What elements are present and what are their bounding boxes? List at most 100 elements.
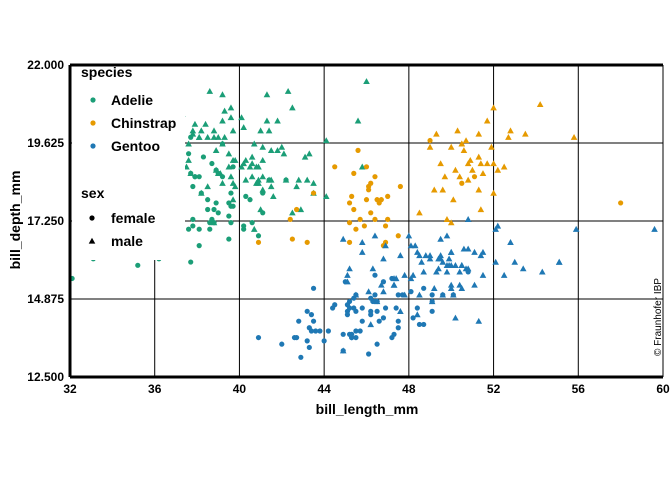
adelie-male-point: [214, 133, 222, 140]
gentoo-male-point: [464, 216, 472, 222]
gentoo-male-point: [464, 245, 472, 252]
gentoo-female-point: [414, 305, 420, 311]
gentoo-male-point: [430, 285, 438, 291]
gentoo-female-point: [357, 328, 363, 334]
chinstrap-male-point: [500, 163, 508, 170]
adelie-male-point: [240, 124, 247, 131]
adelie-female-point: [249, 220, 255, 226]
chinstrap-female-point: [310, 190, 317, 196]
adelie-female-point: [228, 190, 234, 196]
gentoo-male-point: [346, 265, 353, 272]
gentoo-female-point: [306, 344, 312, 351]
x-tick-label: 44: [317, 382, 331, 396]
adelie-male-point: [289, 209, 296, 216]
gentoo-male-point: [418, 258, 425, 265]
gentoo-male-point: [471, 281, 478, 288]
adelie-male-point: [263, 91, 271, 98]
adelie-female-point: [209, 160, 215, 167]
gentoo-male-point: [422, 252, 430, 259]
gentoo-male-point: [414, 311, 421, 318]
gentoo-male-point: [458, 262, 466, 268]
chinstrap-male-point: [450, 196, 457, 203]
adelie-male-point: [257, 206, 264, 213]
adelie-male-point: [274, 147, 281, 154]
gentoo-male-point: [390, 275, 398, 282]
chinstrap-female-point: [346, 220, 353, 226]
legend-background: [72, 58, 185, 260]
gentoo-male-point: [420, 268, 427, 275]
gentoo-female-point: [304, 338, 310, 344]
gentoo-male-point: [447, 281, 455, 288]
adelie-male-point: [280, 150, 288, 157]
adelie-female-point: [230, 203, 236, 209]
gentoo-male-point: [428, 298, 436, 305]
adelie-female-point: [207, 226, 213, 232]
x-tick-label: 40: [233, 382, 247, 396]
adelie-male-point: [221, 133, 228, 140]
adelie-male-point: [212, 147, 220, 154]
gentoo-female-point: [380, 279, 387, 285]
gentoo-male-point: [519, 265, 527, 272]
gentoo-male-point: [439, 291, 447, 298]
x-tick-label: 52: [487, 382, 501, 396]
legend-color-title: species: [81, 64, 133, 80]
gentoo-female-point: [366, 351, 372, 357]
gentoo-female-point: [255, 334, 262, 341]
adelie-female-point: [186, 151, 192, 157]
gentoo-male-point: [452, 262, 459, 268]
gentoo-female-point: [310, 318, 317, 324]
adelie-male-point: [229, 196, 237, 203]
gentoo-male-point: [407, 242, 415, 249]
adelie-male-point: [301, 153, 309, 160]
gentoo-female-point: [313, 328, 319, 334]
gentoo-female-point: [346, 298, 353, 305]
adelie-male-point: [306, 150, 313, 157]
chinstrap-female-point: [459, 180, 465, 186]
chinstrap-female-point: [372, 174, 378, 180]
gentoo-female-point: [372, 292, 378, 298]
adelie-male-point: [202, 120, 209, 127]
adelie-female-point: [200, 154, 207, 160]
adelie-male-point: [185, 140, 192, 147]
legend-label-adelie: Adelie: [111, 92, 153, 108]
adelie-male-point: [229, 127, 237, 134]
gentoo-male-point: [456, 268, 463, 275]
gentoo-female-point: [408, 289, 414, 295]
chinstrap-female-point: [363, 164, 370, 170]
gentoo-male-point: [358, 239, 366, 245]
adelie-female-point: [190, 216, 196, 222]
chinstrap-male-point: [433, 130, 440, 137]
legend-key-gentoo: [90, 143, 96, 149]
adelie-male-point: [210, 133, 218, 140]
adelie-male-point: [303, 176, 311, 183]
gentoo-female-point: [393, 305, 399, 311]
gentoo-male-point: [456, 281, 463, 288]
x-tick-label: 56: [572, 382, 586, 396]
legend-label-gentoo: Gentoo: [111, 138, 160, 154]
gentoo-male-point: [475, 317, 483, 324]
gentoo-female-point: [298, 354, 304, 360]
gentoo-male-point: [367, 321, 375, 328]
gentoo-male-point: [458, 285, 466, 291]
x-tick-label: 36: [148, 382, 162, 396]
y-axis-title: bill_depth_mm: [7, 171, 23, 270]
gentoo-female-point: [346, 305, 353, 311]
chinstrap-female-point: [353, 226, 359, 232]
y-tick-label: 12.500: [27, 370, 64, 384]
adelie-male-point: [267, 183, 275, 190]
chinstrap-male-point: [464, 176, 472, 183]
legend-key-male: [88, 237, 96, 244]
adelie-female-point: [226, 236, 232, 242]
adelie-female-point: [186, 226, 192, 232]
gentoo-male-point: [492, 225, 499, 232]
gentoo-male-point: [435, 255, 442, 262]
gentoo-male-point: [443, 268, 451, 275]
data-points: [69, 78, 658, 360]
gentoo-female-point: [344, 312, 351, 318]
gentoo-male-point: [378, 281, 385, 288]
gentoo-male-point: [352, 291, 360, 298]
chinstrap-female-point: [349, 193, 355, 199]
adelie-male-point: [354, 117, 362, 124]
adelie-male-point: [219, 91, 226, 98]
gentoo-male-point: [339, 347, 347, 354]
